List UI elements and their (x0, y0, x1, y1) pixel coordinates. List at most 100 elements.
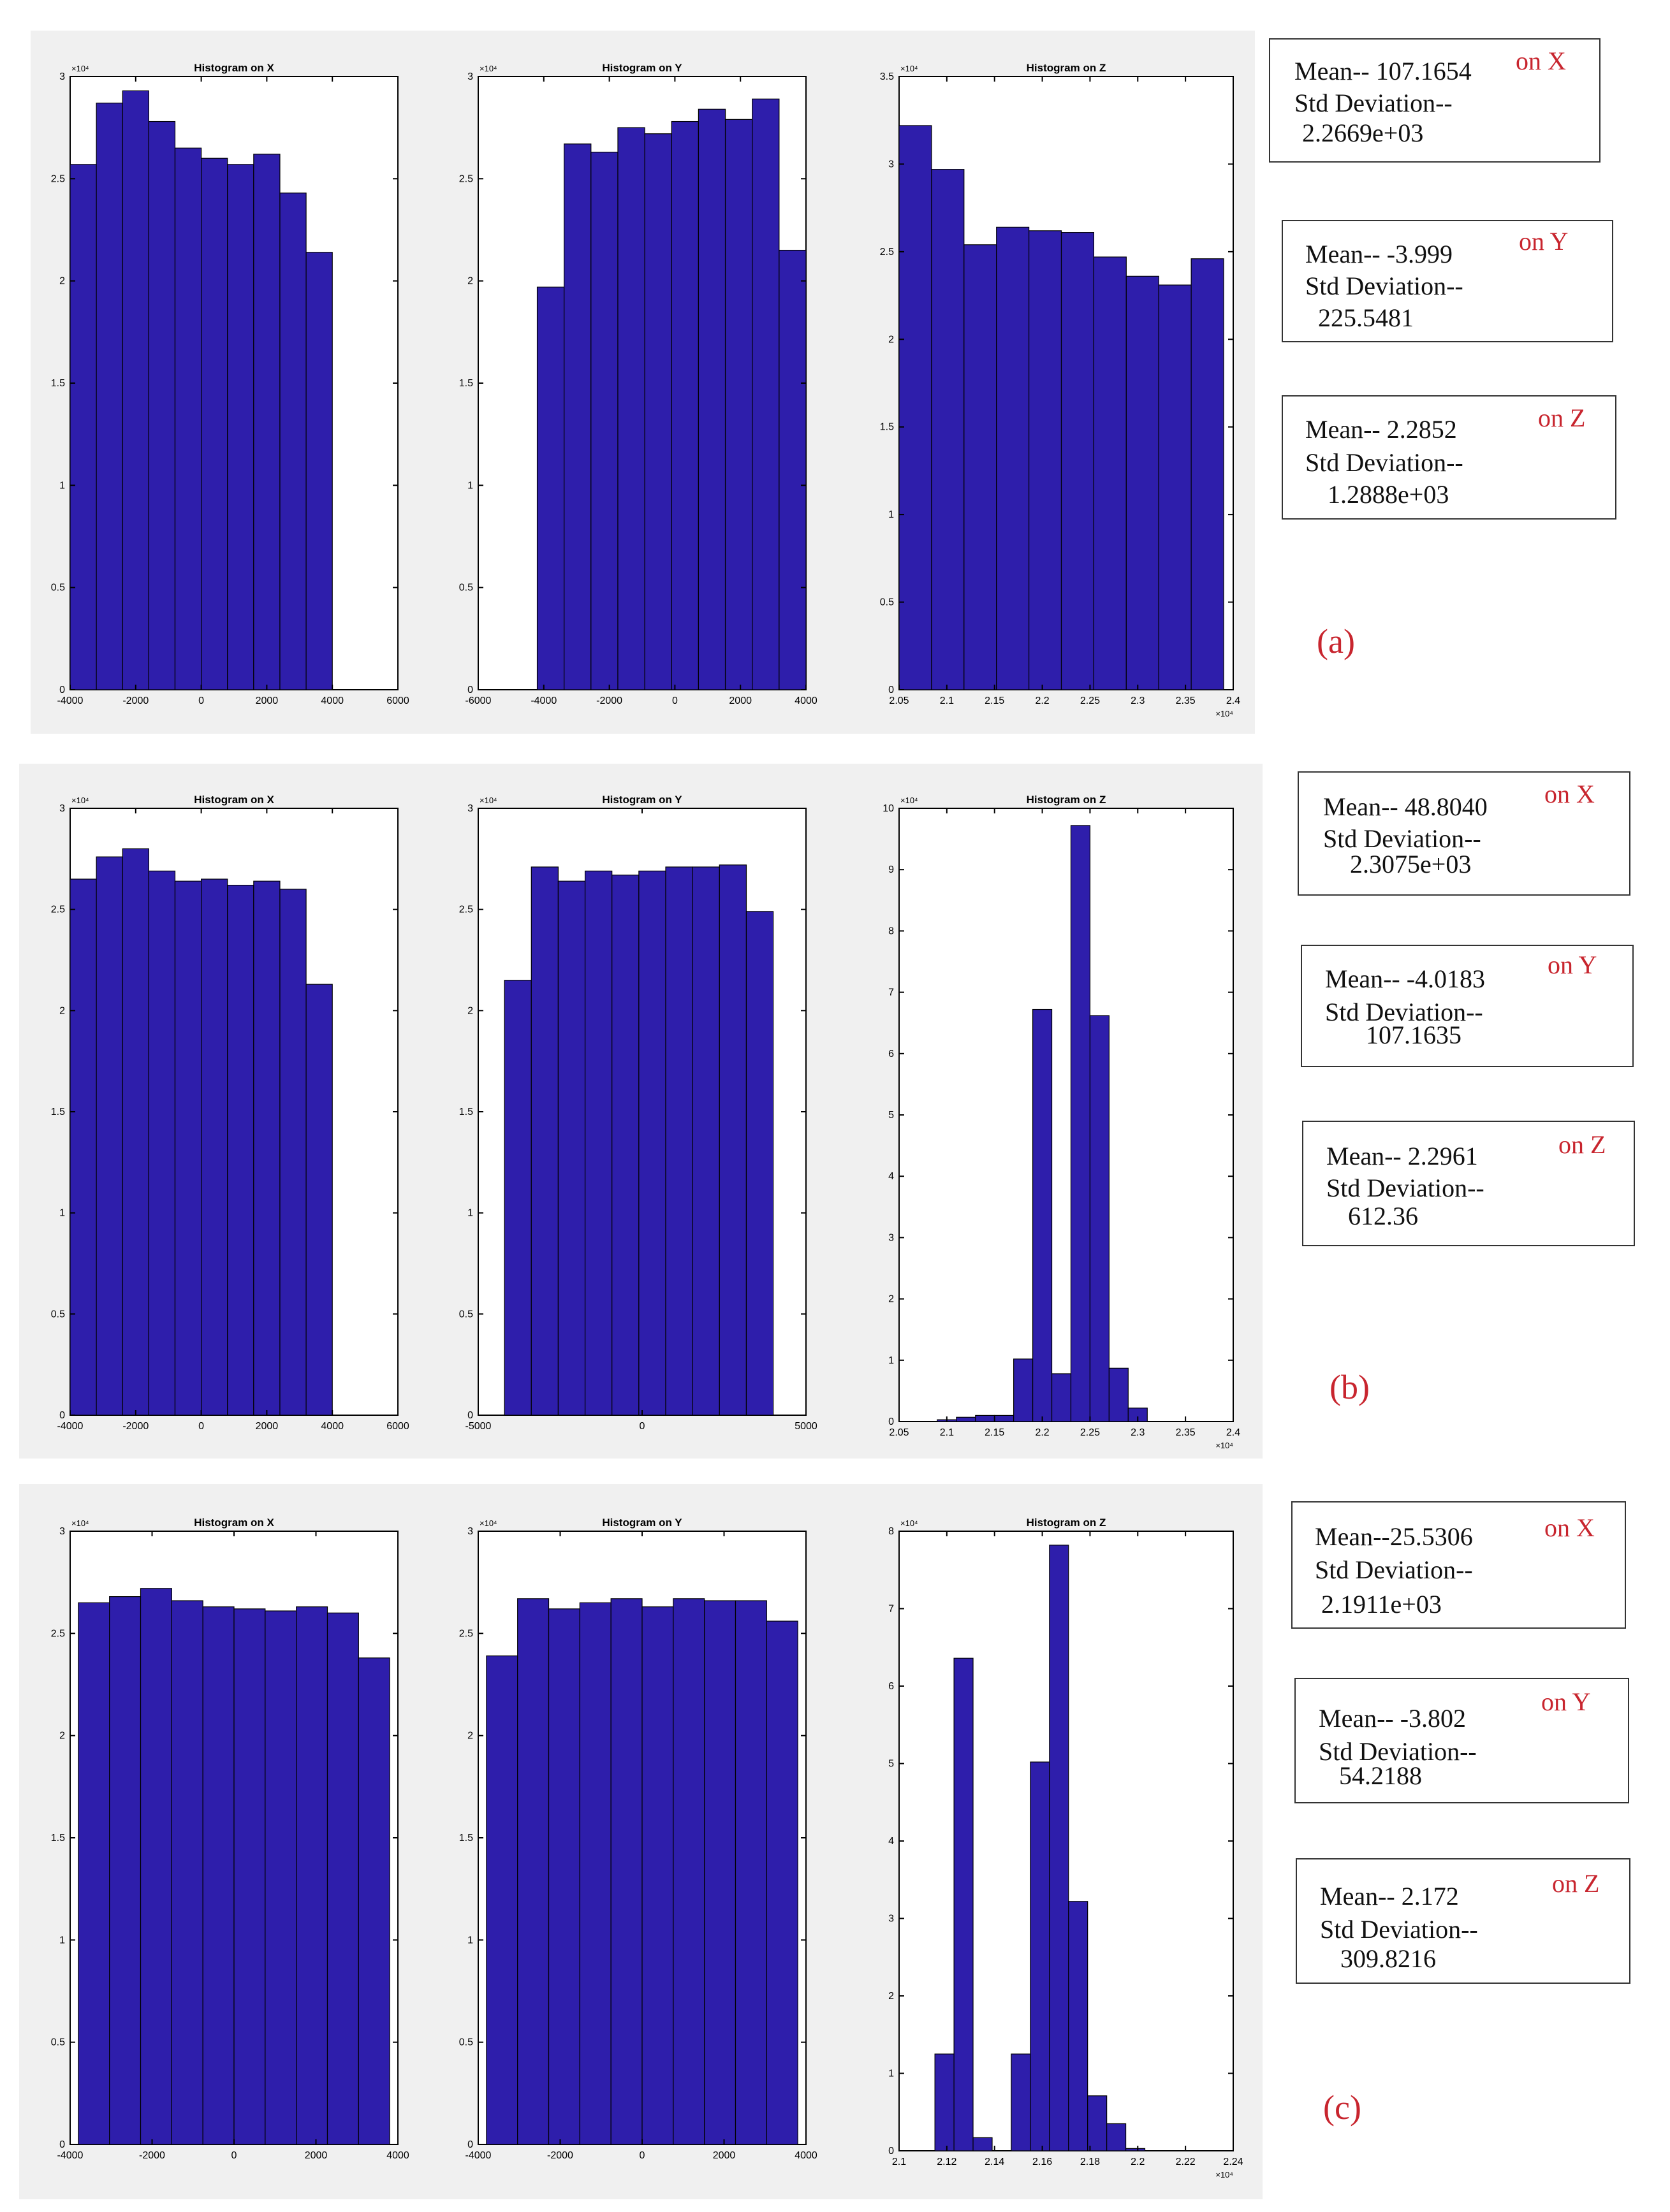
histogram-bar (779, 249, 807, 690)
histogram-bar (1013, 1358, 1034, 1422)
x-tick-label: 4000 (386, 2150, 409, 2161)
axis-tag: on Y (1519, 227, 1569, 256)
y-tick-label: 2 (59, 1731, 65, 1742)
y-tick-label: 1.5 (51, 1833, 65, 1844)
y-tick-label: 3 (467, 71, 473, 82)
stats-box-c-y: Mean-- -3.802 on Y Std Deviation-- 54.21… (1294, 1678, 1629, 1803)
mean-value: 25.5306 (1389, 1522, 1473, 1551)
histogram-bar (641, 1606, 674, 2145)
x-tick-label: 4000 (321, 1421, 344, 1432)
histogram-bar (358, 1657, 390, 2145)
histogram-bar (956, 1416, 976, 1422)
histogram-bar (1089, 1015, 1110, 1422)
chart-title: Histogram on X (194, 1517, 274, 1529)
stats-box-b-y: Mean-- -4.0183 on Y Std Deviation-- 107.… (1301, 945, 1634, 1067)
x-multiplier: ×10⁴ (1215, 1441, 1233, 1450)
histogram-bar (564, 143, 592, 690)
histogram-bar (536, 286, 565, 690)
std-label: Std Deviation-- (1325, 998, 1483, 1026)
x-tick-label: -4000 (57, 2150, 84, 2161)
histogram-bar (265, 1610, 297, 2145)
histogram-bar (305, 984, 333, 1416)
x-tick-label: 2.1 (940, 695, 954, 706)
x-tick-label: 6000 (386, 1421, 409, 1432)
mean-label: Mean-- (1320, 1882, 1395, 1910)
x-tick-label: 2.2 (1035, 695, 1049, 706)
y-tick-label: 0 (59, 1410, 65, 1421)
mean-label: Mean-- (1305, 240, 1381, 268)
histogram-bar (1032, 1008, 1053, 1422)
y-tick-label: 7 (888, 987, 894, 998)
x-tick-label: 6000 (386, 695, 409, 706)
y-multiplier: ×10⁴ (71, 64, 89, 73)
x-tick-label: 2.3 (1131, 1427, 1145, 1438)
std-value: 2.1911e+03 (1321, 1590, 1442, 1619)
mean-label: Mean-- (1315, 1522, 1390, 1551)
y-tick-label: 1.5 (459, 378, 473, 389)
x-tick-label: 2.05 (889, 1427, 909, 1438)
mean-value: 107.1654 (1375, 57, 1472, 85)
y-tick-label: 7 (888, 1604, 894, 1615)
mean-label: Mean-- (1319, 1704, 1394, 1733)
histogram-bar (174, 147, 202, 690)
histogram-bar (745, 911, 774, 1416)
mean-label: Mean-- (1326, 1142, 1402, 1170)
y-tick-label: 1.5 (51, 378, 65, 389)
x-tick-label: -2000 (596, 695, 622, 706)
y-tick-label: 2.5 (880, 247, 894, 258)
y-tick-label: 3 (467, 803, 473, 814)
y-tick-label: 10 (883, 803, 894, 814)
mean-label: Mean-- (1294, 57, 1370, 85)
y-tick-label: 1 (59, 1208, 65, 1219)
histogram-bar (305, 252, 333, 690)
histogram-bar (752, 98, 780, 690)
histogram-bar (78, 1602, 110, 2145)
y-tick-label: 0 (59, 685, 65, 695)
mean-value: 2.2852 (1386, 415, 1457, 444)
std-label: Std Deviation-- (1305, 448, 1463, 477)
x-tick-label: 2.3 (1131, 695, 1145, 706)
axis-tag: on X (1544, 1513, 1595, 1542)
y-tick-label: 3 (888, 159, 894, 170)
chart-title: Histogram on Y (602, 1517, 682, 1529)
histogram-bar (931, 169, 965, 690)
x-tick-label: -2000 (139, 2150, 165, 2161)
histogram-bar (279, 193, 307, 690)
y-tick-label: 2.5 (459, 905, 473, 915)
x-tick-label: 2.25 (1080, 695, 1100, 706)
axis-tag: on Y (1548, 950, 1597, 979)
histogram-bar (963, 244, 997, 690)
histogram-bar (735, 1600, 767, 2145)
histogram-a-y: 0 0.5 1 1.5 2 2.5 3 -6000 -4000 -2000 0 2000 4000 His… (459, 62, 817, 706)
plot-area (898, 808, 1234, 1422)
std-label: Std Deviation-- (1294, 89, 1453, 117)
histogram-a-x: 0 0.5 1 1.5 2 2.5 3 -4000 -2000 0 2000 4000 6000 Hist… (51, 62, 409, 706)
y-tick-label: 3.5 (880, 71, 894, 82)
histogram-bar (665, 866, 693, 1416)
histogram-bar (227, 884, 254, 1416)
y-tick-label: 0 (888, 1416, 894, 1427)
histogram-bar (202, 1606, 235, 2145)
y-tick-label: 0.5 (459, 2037, 473, 2048)
y-tick-label: 2 (888, 1294, 894, 1305)
histogram-bar (671, 120, 699, 690)
std-value: 2.3075e+03 (1350, 850, 1472, 878)
histogram-bar (975, 1415, 995, 1422)
std-value: 2.2669e+03 (1302, 119, 1424, 147)
histogram-bar (1087, 2095, 1108, 2151)
x-tick-label: -5000 (465, 1421, 492, 1432)
mean-value: 48.8040 (1404, 792, 1488, 821)
y-tick-label: 4 (888, 1171, 894, 1182)
histogram-bar (504, 980, 532, 1416)
mean-value: -4.0183 (1406, 964, 1486, 993)
y-tick-label: 0 (59, 2139, 65, 2150)
x-tick-label: 2.25 (1080, 1427, 1100, 1438)
histogram-bar (96, 103, 123, 690)
std-value: 107.1635 (1366, 1021, 1461, 1049)
histogram-bar (704, 1600, 736, 2145)
std-label: Std Deviation-- (1319, 1737, 1477, 1766)
y-tick-label: 0 (467, 1410, 473, 1421)
x-tick-label: 2000 (713, 2150, 736, 2161)
x-tick-label: 2000 (729, 695, 752, 706)
histogram-c-z: 0 1 2 3 4 5 6 7 8 2.1 2.12 2.14 2.16 2.18 2.2 2.22 2.24 H… (888, 1517, 1243, 2179)
